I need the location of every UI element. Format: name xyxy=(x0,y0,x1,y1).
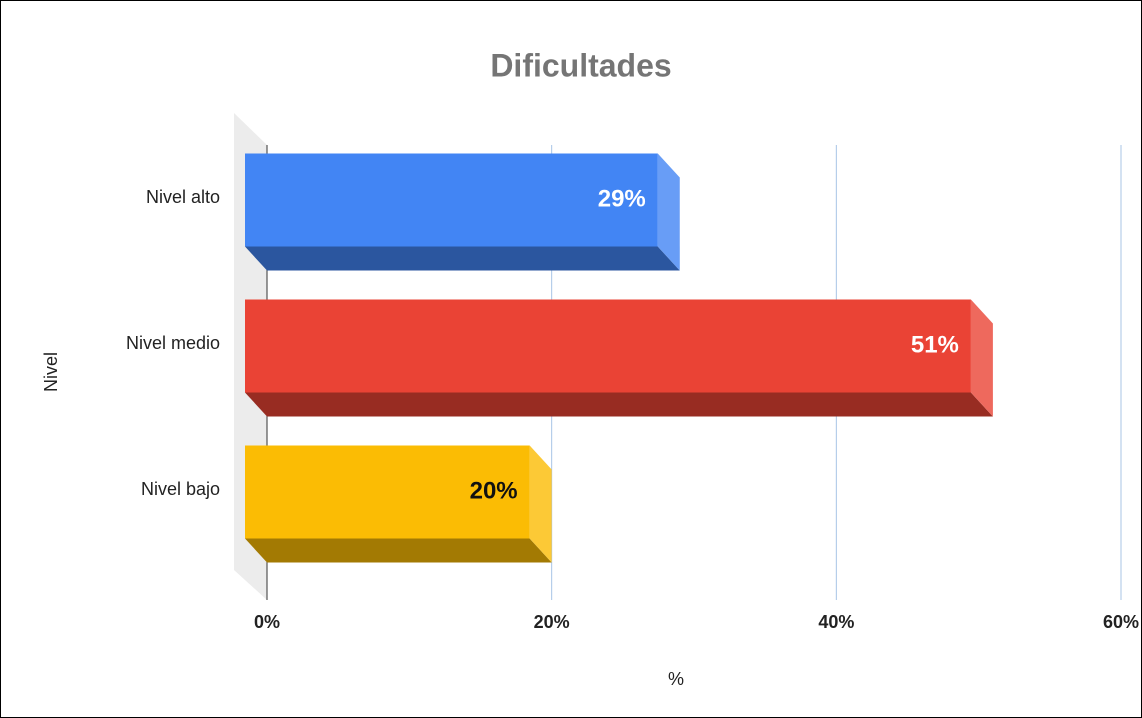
bar-bottom-face xyxy=(245,246,680,271)
x-tick-label: 0% xyxy=(254,612,280,632)
x-axis-title: % xyxy=(668,669,684,689)
value-label: 29% xyxy=(598,185,646,212)
y-axis-title: Nivel xyxy=(41,352,61,392)
y-tick-label: Nivel bajo xyxy=(141,479,220,499)
bar-side-face xyxy=(970,299,993,417)
bar-bottom-face xyxy=(245,538,552,563)
x-tick-label: 20% xyxy=(534,612,570,632)
x-tick-label: 40% xyxy=(818,612,854,632)
bar xyxy=(245,299,971,393)
value-label: 51% xyxy=(911,331,959,358)
y-tick-label: Nivel medio xyxy=(126,333,220,353)
chart-title: Dificultades xyxy=(490,47,671,83)
x-tick-label: 60% xyxy=(1103,612,1139,632)
bar xyxy=(245,445,530,539)
bar-side-face xyxy=(529,445,552,563)
bar-side-face xyxy=(657,153,680,271)
bar-bottom-face xyxy=(245,392,993,417)
bar xyxy=(245,153,658,247)
y-tick-label: Nivel alto xyxy=(146,187,220,207)
value-label: 20% xyxy=(470,477,518,504)
